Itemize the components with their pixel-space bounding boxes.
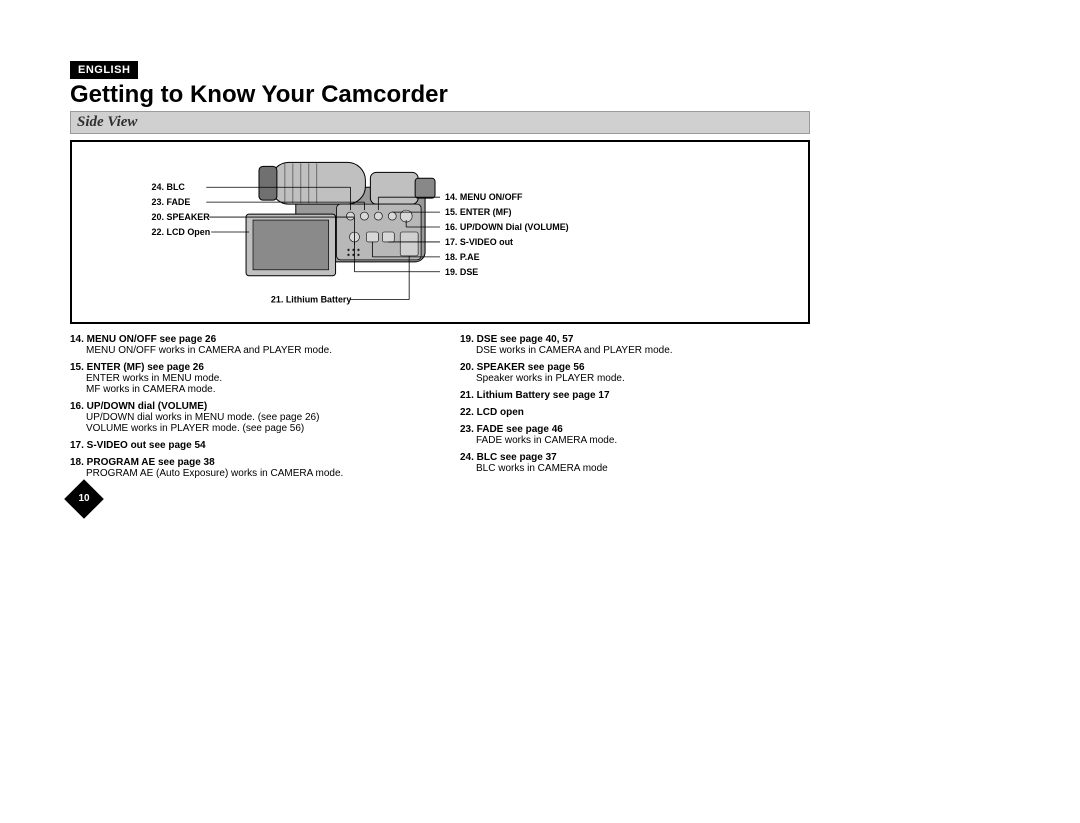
callout-23: 23. FADE <box>152 197 191 207</box>
callout-14: 14. MENU ON/OFF <box>445 192 523 202</box>
item-desc: MF works in CAMERA mode. <box>86 384 420 395</box>
item-desc: PROGRAM AE (Auto Exposure) works in CAME… <box>86 468 420 479</box>
language-badge: ENGLISH <box>70 61 138 79</box>
section-subtitle: Side View <box>70 111 810 134</box>
item-desc: ENTER works in MENU mode. <box>86 373 420 384</box>
item-title: 15. ENTER (MF) see page 26 <box>70 362 420 373</box>
item-title: 19. DSE see page 40, 57 <box>460 334 810 345</box>
callout-16: 16. UP/DOWN Dial (VOLUME) <box>445 222 569 232</box>
callout-24: 24. BLC <box>152 182 186 192</box>
description-item: 16. UP/DOWN dial (VOLUME)UP/DOWN dial wo… <box>70 401 420 434</box>
item-title: 18. PROGRAM AE see page 38 <box>70 457 420 468</box>
item-title: 20. SPEAKER see page 56 <box>460 362 810 373</box>
callout-19: 19. DSE <box>445 267 478 277</box>
description-item: 14. MENU ON/OFF see page 26MENU ON/OFF w… <box>70 334 420 356</box>
page-number: 10 <box>70 485 98 513</box>
item-title: 14. MENU ON/OFF see page 26 <box>70 334 420 345</box>
descriptions: 14. MENU ON/OFF see page 26MENU ON/OFF w… <box>70 334 810 485</box>
item-desc: DSE works in CAMERA and PLAYER mode. <box>476 345 810 356</box>
item-desc: BLC works in CAMERA mode <box>476 463 810 474</box>
item-title: 16. UP/DOWN dial (VOLUME) <box>70 401 420 412</box>
callout-17: 17. S-VIDEO out <box>445 237 513 247</box>
callout-20: 20. SPEAKER <box>152 212 211 222</box>
page-title: Getting to Know Your Camcorder <box>70 81 810 109</box>
item-title: 22. LCD open <box>460 407 810 418</box>
item-title: 23. FADE see page 46 <box>460 424 810 435</box>
callout-15: 15. ENTER (MF) <box>445 207 512 217</box>
camcorder-diagram: 24. BLC 23. FADE 20. SPEAKER 22. LCD Ope… <box>72 142 808 322</box>
diagram-container: 24. BLC 23. FADE 20. SPEAKER 22. LCD Ope… <box>70 140 810 324</box>
description-item: 19. DSE see page 40, 57DSE works in CAME… <box>460 334 810 356</box>
callout-21: 21. Lithium Battery <box>271 295 351 305</box>
item-desc: Speaker works in PLAYER mode. <box>476 373 810 384</box>
description-item: 23. FADE see page 46FADE works in CAMERA… <box>460 424 810 446</box>
description-item: 22. LCD open <box>460 407 810 418</box>
item-title: 21. Lithium Battery see page 17 <box>460 390 810 401</box>
callout-22: 22. LCD Open <box>152 227 211 237</box>
descriptions-right: 19. DSE see page 40, 57DSE works in CAME… <box>460 334 810 485</box>
item-title: 17. S-VIDEO out see page 54 <box>70 440 420 451</box>
page-number-badge: 10 <box>64 479 104 519</box>
description-item: 18. PROGRAM AE see page 38PROGRAM AE (Au… <box>70 457 420 479</box>
description-item: 24. BLC see page 37BLC works in CAMERA m… <box>460 452 810 474</box>
descriptions-left: 14. MENU ON/OFF see page 26MENU ON/OFF w… <box>70 334 420 485</box>
item-desc: FADE works in CAMERA mode. <box>476 435 810 446</box>
item-title: 24. BLC see page 37 <box>460 452 810 463</box>
manual-page: ENGLISH Getting to Know Your Camcorder S… <box>70 60 810 485</box>
callout-18: 18. P.AE <box>445 252 480 262</box>
description-item: 21. Lithium Battery see page 17 <box>460 390 810 401</box>
description-item: 15. ENTER (MF) see page 26ENTER works in… <box>70 362 420 395</box>
description-item: 20. SPEAKER see page 56Speaker works in … <box>460 362 810 384</box>
item-desc: MENU ON/OFF works in CAMERA and PLAYER m… <box>86 345 420 356</box>
item-desc: UP/DOWN dial works in MENU mode. (see pa… <box>86 412 420 423</box>
description-item: 17. S-VIDEO out see page 54 <box>70 440 420 451</box>
item-desc: VOLUME works in PLAYER mode. (see page 5… <box>86 423 420 434</box>
